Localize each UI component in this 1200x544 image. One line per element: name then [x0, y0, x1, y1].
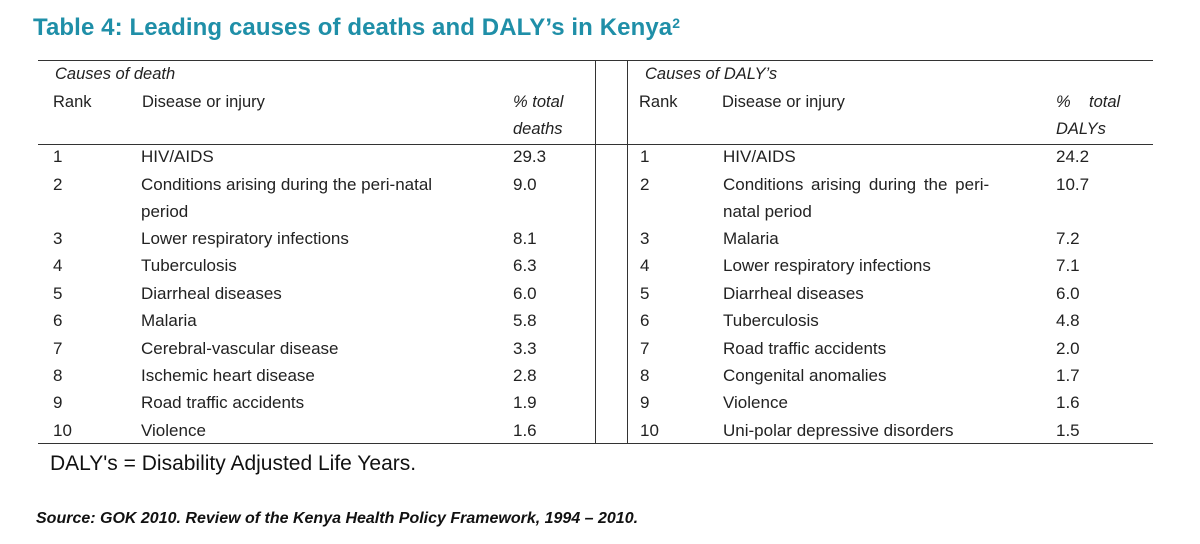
right-pct: 7.1 — [1056, 256, 1080, 275]
right-rank: 7 — [640, 339, 650, 358]
left-pct: 2.8 — [513, 366, 537, 385]
right-rank: 6 — [640, 311, 650, 330]
right-disease-cont: natal period — [723, 202, 812, 221]
source-citation: Source: GOK 2010. Review of the Kenya He… — [36, 510, 639, 527]
right-pct: 6.0 — [1056, 284, 1080, 303]
right-pct: 4.8 — [1056, 311, 1080, 330]
left-disease: Violence — [141, 421, 206, 440]
left-disease: Conditions arising during the peri-natal — [141, 175, 433, 194]
right-rank-header: Rank — [639, 93, 678, 111]
left-rank: 5 — [53, 284, 63, 303]
left-disease: HIV/AIDS — [141, 147, 214, 166]
right-pct: 1.6 — [1056, 393, 1080, 412]
right-disease: Violence — [723, 393, 788, 412]
title-footnote-marker: 2 — [672, 15, 681, 31]
left-disease: Lower respiratory infections — [141, 229, 349, 248]
left-rank: 8 — [53, 366, 63, 385]
column-divider-right — [627, 60, 628, 443]
right-disease: Conditions arising during the peri- — [723, 175, 990, 194]
left-rank: 6 — [53, 311, 63, 330]
right-pct: 10.7 — [1056, 175, 1090, 194]
left-rank: 4 — [53, 256, 63, 275]
table-title: Table 4: Leading causes of deaths and DA… — [33, 14, 680, 42]
left-pct-header-line2: deaths — [513, 120, 563, 138]
table-bottom-rule — [38, 443, 1153, 444]
left-section-heading: Causes of death — [55, 65, 176, 83]
left-disease: Diarrheal diseases — [141, 284, 282, 303]
left-rank: 7 — [53, 339, 63, 358]
daly-footnote: DALY's = Disability Adjusted Life Years. — [50, 452, 417, 475]
right-pct: 1.5 — [1056, 421, 1080, 440]
left-pct: 3.3 — [513, 339, 537, 358]
right-pct: 7.2 — [1056, 229, 1080, 248]
left-disease-cont: period — [141, 202, 189, 221]
right-rank: 1 — [640, 147, 650, 166]
left-disease: Cerebral-vascular disease — [141, 339, 339, 358]
right-rank: 3 — [640, 229, 650, 248]
left-rank: 3 — [53, 229, 63, 248]
right-disease: Malaria — [723, 229, 779, 248]
right-pct: 2.0 — [1056, 339, 1080, 358]
column-divider-left — [595, 60, 596, 443]
right-disease: Lower respiratory infections — [723, 256, 931, 275]
right-pct: 1.7 — [1056, 366, 1080, 385]
left-rank: 1 — [53, 147, 63, 166]
right-disease-header: Disease or injury — [722, 93, 845, 111]
right-section-heading: Causes of DALY’s — [645, 65, 778, 83]
right-disease: Uni-polar depressive disorders — [723, 421, 954, 440]
left-rank: 9 — [53, 393, 63, 412]
left-pct: 1.9 — [513, 393, 537, 412]
left-disease: Tuberculosis — [141, 256, 237, 275]
right-disease: Tuberculosis — [723, 311, 819, 330]
left-pct-header-line1: % total — [513, 93, 564, 111]
left-pct: 1.6 — [513, 421, 537, 440]
left-pct: 29.3 — [513, 147, 547, 166]
right-disease: Diarrheal diseases — [723, 284, 864, 303]
left-rank-header: Rank — [53, 93, 92, 111]
left-disease-header: Disease or injury — [142, 93, 265, 111]
right-rank: 2 — [640, 175, 650, 194]
table-title-text: Table 4: Leading causes of deaths and DA… — [33, 14, 673, 41]
right-rank: 4 — [640, 256, 650, 275]
left-rank: 2 — [53, 175, 63, 194]
right-rank: 9 — [640, 393, 650, 412]
right-rank: 5 — [640, 284, 650, 303]
left-rank: 10 — [53, 421, 72, 440]
left-pct: 9.0 — [513, 175, 537, 194]
right-rank: 8 — [640, 366, 650, 385]
right-rank: 10 — [640, 421, 659, 440]
right-disease: Congenital anomalies — [723, 366, 887, 385]
left-pct: 6.0 — [513, 284, 537, 303]
left-disease: Ischemic heart disease — [141, 366, 315, 385]
right-pct: 24.2 — [1056, 147, 1090, 166]
left-pct: 6.3 — [513, 256, 537, 275]
right-pct-header-line1: % total — [1056, 93, 1121, 111]
left-disease: Road traffic accidents — [141, 393, 305, 412]
right-disease: Road traffic accidents — [723, 339, 887, 358]
left-pct: 5.8 — [513, 311, 537, 330]
right-disease: HIV/AIDS — [723, 147, 796, 166]
right-pct-header-line2: DALYs — [1056, 120, 1106, 138]
left-pct: 8.1 — [513, 229, 537, 248]
left-disease: Malaria — [141, 311, 197, 330]
